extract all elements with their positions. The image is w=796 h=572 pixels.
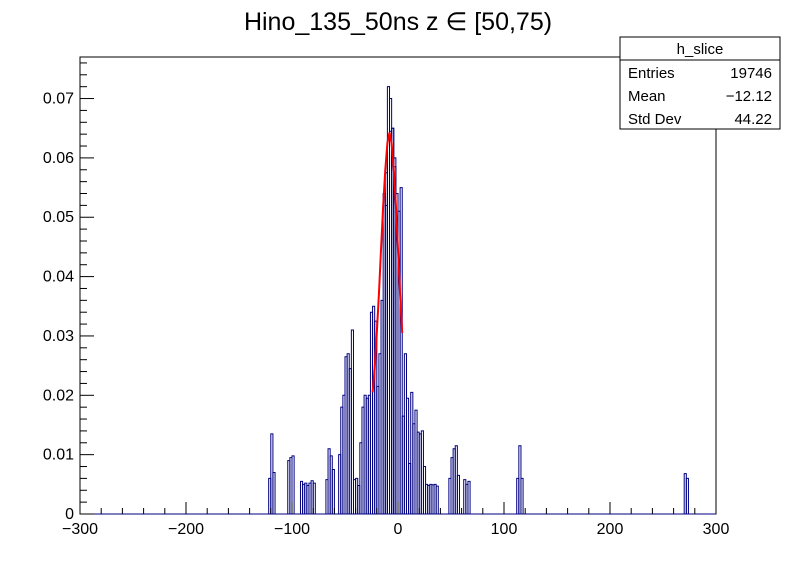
histogram-bin	[312, 482, 316, 514]
stats-value-mean: −12.12	[726, 88, 772, 105]
stats-label-mean: Mean	[628, 88, 666, 105]
y-tick-label: 0	[65, 506, 74, 523]
x-tick-label: 300	[703, 521, 730, 538]
y-axis: 0 0.01 0.02 0.03 0.04 0.05 0.06 0.07	[43, 62, 94, 523]
histogram-bin	[272, 471, 276, 514]
histogram-bin	[685, 477, 689, 514]
stats-box-name: h_slice	[677, 41, 724, 58]
y-tick-label: 0.06	[43, 150, 74, 167]
y-tick-label: 0.07	[43, 91, 74, 108]
x-tick-label: −200	[168, 521, 204, 538]
stats-value-entries: 19746	[730, 65, 772, 82]
histogram-bin	[467, 480, 471, 514]
x-tick-label: −100	[274, 521, 310, 538]
histogram-bin	[399, 187, 403, 514]
x-tick-label: 0	[394, 521, 403, 538]
stats-label-stddev: Std Dev	[628, 111, 682, 128]
x-axis: −300 −200 −100 0 100 200 300	[62, 502, 729, 538]
stats-box-frame	[619, 36, 781, 130]
histogram-bin	[405, 397, 410, 514]
x-tick-label: −300	[62, 521, 98, 538]
chart-title-text: Hino_135_50ns z ∈ [50,75)	[244, 8, 552, 36]
chart-title: Hino_135_50ns z ∈ [50,75)	[244, 8, 552, 36]
histogram-bin	[291, 455, 295, 514]
y-tick-label: 0.05	[43, 209, 74, 226]
stats-box: h_slice Entries 19746 Mean −12.12 Std De…	[619, 36, 781, 130]
fit-curve	[371, 132, 404, 393]
histogram-bin	[435, 485, 439, 514]
histogram-bin	[350, 329, 354, 514]
histogram-bars	[80, 86, 716, 515]
histogram-bin	[520, 477, 524, 514]
histogram-bin	[456, 474, 460, 514]
stats-label-entries: Entries	[628, 65, 675, 82]
fit-curve-line	[371, 132, 404, 393]
y-tick-label: 0.01	[43, 447, 74, 464]
y-tick-label: 0.02	[43, 387, 74, 404]
y-tick-label: 0.03	[43, 328, 74, 345]
y-tick-label: 0.04	[43, 269, 74, 286]
histogram-bin	[331, 468, 335, 514]
stats-value-stddev: 44.22	[734, 111, 772, 128]
x-tick-label: 200	[597, 521, 624, 538]
x-tick-label: 100	[491, 521, 518, 538]
